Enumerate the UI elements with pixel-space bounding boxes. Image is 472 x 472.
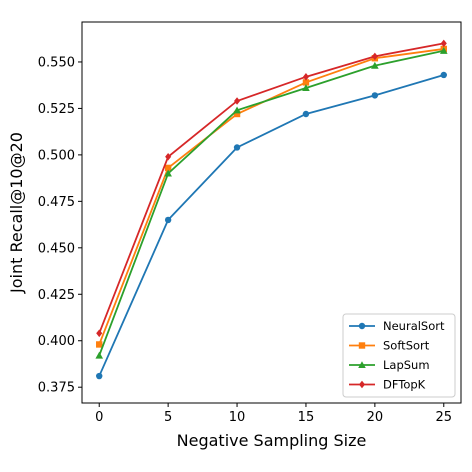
legend-label-softsort: SoftSort xyxy=(383,339,430,353)
axes: 0 5 10 15 20 25 0.375 0.400 0.425 0.450 0.475 0.500… xyxy=(38,21,462,425)
legend-label-dftopk: DFTopK xyxy=(383,378,426,392)
y-tick-label: 0.550 xyxy=(38,55,75,70)
data-point-dftopk xyxy=(234,97,241,105)
legend-marker-dftopk xyxy=(358,380,366,389)
legend: NeuralSort SoftSort LapSum DFTopK xyxy=(342,313,456,398)
x-tick-label: 10 xyxy=(229,410,246,425)
y-tick-label: 0.400 xyxy=(38,334,75,349)
data-point-lapsum xyxy=(371,61,379,69)
legend-label-neuralsort: NeuralSort xyxy=(383,319,445,333)
series-line-softsort xyxy=(98,48,444,345)
y-tick-label: 0.500 xyxy=(38,148,75,163)
y-tick-label: 0.425 xyxy=(38,288,75,303)
data-point-dftopk xyxy=(302,73,309,81)
legend-box xyxy=(342,313,456,398)
legend-label-lapsum: LapSum xyxy=(383,358,430,372)
legend-marker-neuralsort xyxy=(358,322,366,330)
y-tick-label: 0.475 xyxy=(38,195,75,210)
x-tick-label: 20 xyxy=(367,410,384,425)
x-tick-label: 5 xyxy=(164,410,172,425)
data-point-neuralsort xyxy=(233,144,241,151)
legend-marker-softsort xyxy=(358,342,366,349)
data-point-lapsum xyxy=(164,169,172,177)
data-point-softsort xyxy=(302,79,310,86)
x-axis-label: Negative Sampling Size xyxy=(177,431,367,450)
data-point-neuralsort xyxy=(164,216,172,224)
data-point-dftopk xyxy=(440,39,447,48)
legend-marker-lapsum xyxy=(358,361,366,369)
series-line-lapsum xyxy=(98,49,444,356)
data-point-softsort xyxy=(164,164,172,172)
x-tick-label: 15 xyxy=(298,410,315,425)
data-point-neuralsort xyxy=(440,71,447,79)
data-point-dftopk xyxy=(96,329,103,338)
data-point-dftopk xyxy=(371,52,378,61)
y-axis-label: Joint Recall@10@20 xyxy=(7,132,26,294)
plot-frame xyxy=(81,21,462,404)
data-point-lapsum xyxy=(302,84,310,92)
data-point-lapsum xyxy=(233,106,241,114)
data-point-neuralsort xyxy=(302,110,310,118)
data-point-softsort xyxy=(233,110,241,118)
data-point-softsort xyxy=(96,341,103,348)
series-line-dftopk xyxy=(98,42,444,334)
data-point-lapsum xyxy=(439,47,448,54)
data-point-neuralsort xyxy=(96,372,103,380)
y-tick-label: 0.375 xyxy=(38,381,75,396)
y-tick-label: 0.450 xyxy=(38,241,75,256)
series-line-neuralsort xyxy=(98,74,445,377)
x-tick-label: 25 xyxy=(435,410,452,425)
data-point-neuralsort xyxy=(371,92,379,99)
y-tick-label: 0.525 xyxy=(38,102,75,117)
x-tick-label: 0 xyxy=(95,410,103,425)
data-point-dftopk xyxy=(165,152,172,161)
data-point-lapsum xyxy=(95,351,104,359)
plot-area xyxy=(95,39,448,380)
